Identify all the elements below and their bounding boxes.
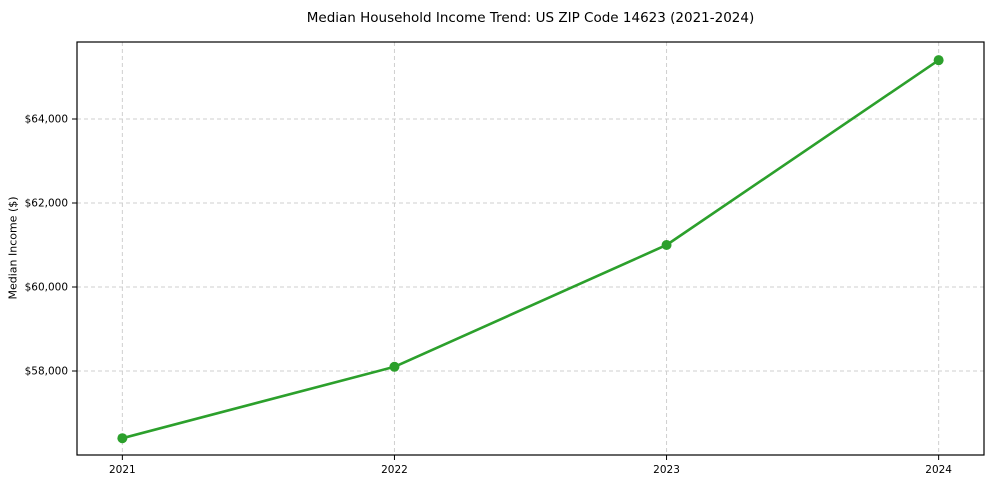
axes-box: [76, 41, 985, 456]
data-point-2023: [661, 239, 672, 250]
data-point-2022: [389, 361, 400, 372]
y-tick-label: $60,000: [25, 281, 68, 293]
y-tick-label: $62,000: [25, 197, 68, 209]
x-tick-label: 2023: [653, 464, 680, 476]
x-tick-label: 2024: [925, 464, 952, 476]
y-tick-label: $64,000: [25, 113, 68, 125]
x-tick-label: 2022: [381, 464, 408, 476]
chart-title: Median Household Income Trend: US ZIP Co…: [306, 10, 755, 26]
data-point-2021: [117, 433, 128, 444]
trend-line: [121, 58, 940, 440]
data-point-2024: [933, 55, 944, 66]
y-tick-label: $58,000: [25, 365, 68, 377]
x-tick-label: 2021: [109, 464, 136, 476]
